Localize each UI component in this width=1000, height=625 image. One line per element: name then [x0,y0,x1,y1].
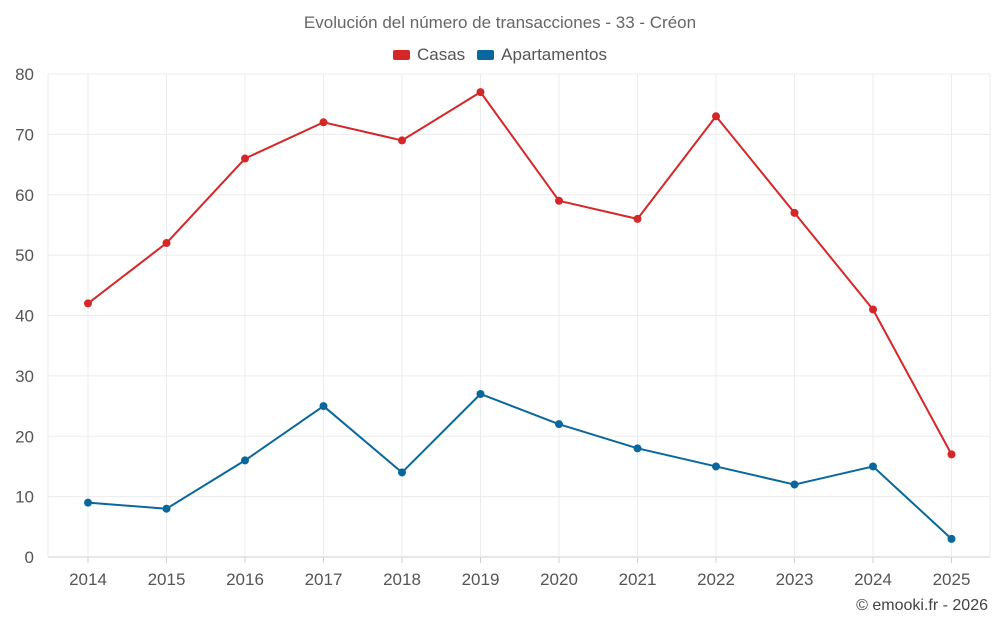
series-line-casas [87,91,953,455]
x-tick-label: 2025 [933,570,971,589]
x-tick-label: 2014 [69,570,107,589]
legend-item-casas[interactable]: Casas [392,45,466,65]
data-point-apartamentos[interactable] [790,480,799,489]
legend-label-casas: Casas [416,45,466,64]
legend-item-apartamentos[interactable]: Apartamentos [477,45,607,65]
y-tick-label: 40 [15,307,34,326]
data-point-casas[interactable] [790,208,799,217]
footer-credit: © emooki.fr - 2026 [856,597,988,614]
legend-swatch-casas [392,50,410,60]
data-point-casas[interactable] [947,450,956,459]
y-tick-label: 50 [15,246,34,265]
data-point-apartamentos[interactable] [162,504,171,513]
data-point-apartamentos[interactable] [84,498,92,507]
x-tick-label: 2018 [383,570,421,589]
legend: Casas Apartamentos [0,45,1000,65]
data-point-casas[interactable] [241,154,249,163]
x-tick-label: 2017 [305,570,343,589]
y-tick-label: 20 [15,427,34,446]
data-point-casas[interactable] [712,112,720,121]
data-point-apartamentos[interactable] [633,444,642,453]
data-point-casas[interactable] [84,299,92,308]
data-point-apartamentos[interactable] [947,534,956,543]
x-tick-label: 2024 [854,570,892,589]
data-point-apartamentos[interactable] [555,420,563,429]
data-point-apartamentos[interactable] [869,462,877,471]
data-point-casas[interactable] [633,214,642,223]
y-tick-label: 70 [15,125,34,144]
data-point-apartamentos[interactable] [712,462,720,471]
data-point-casas[interactable] [162,239,171,248]
legend-label-apartamentos: Apartamentos [501,45,608,64]
y-tick-label: 10 [15,488,34,507]
chart-title: Evolución del número de transacciones - … [303,13,697,32]
legend-swatch-apartamentos [477,50,495,60]
x-tick-label: 2015 [148,570,186,589]
x-tick-label: 2019 [462,570,500,589]
x-tick-label: 2021 [619,570,657,589]
data-point-apartamentos[interactable] [319,402,328,411]
x-tick-label: 2022 [697,570,735,589]
x-tick-label: 2023 [776,570,814,589]
data-point-casas[interactable] [319,118,328,127]
series-line-apartamentos [87,392,953,540]
y-tick-label: 60 [15,186,34,205]
data-point-casas[interactable] [555,196,563,205]
data-point-apartamentos[interactable] [476,389,485,398]
data-point-casas[interactable] [476,88,485,97]
data-point-apartamentos[interactable] [398,468,406,477]
y-tick-label: 80 [15,65,34,84]
data-point-casas[interactable] [398,136,406,145]
y-tick-label: 30 [15,367,34,386]
x-tick-label: 2016 [226,570,264,589]
data-point-casas[interactable] [869,305,877,314]
x-tick-label: 2020 [540,570,578,589]
data-point-apartamentos[interactable] [241,456,249,465]
y-tick-label: 0 [25,548,34,567]
